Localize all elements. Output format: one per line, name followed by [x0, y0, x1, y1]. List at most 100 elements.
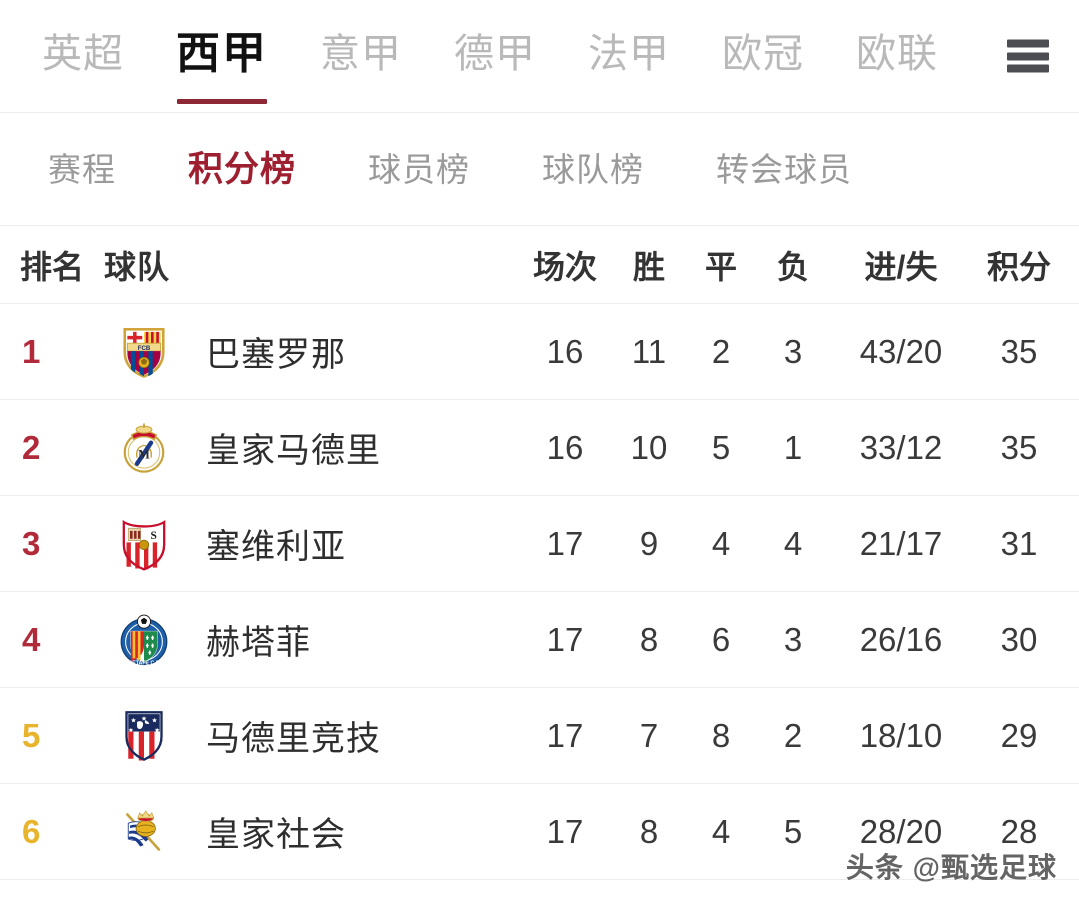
- row-loss: 3: [783, 332, 803, 370]
- row-team[interactable]: M 皇家马德里: [92, 420, 517, 476]
- row-points: 35: [1000, 332, 1038, 370]
- row-team[interactable]: GETAFE C.F. 赫塔菲: [92, 612, 517, 668]
- sub-tab-schedule[interactable]: 赛程: [48, 153, 116, 186]
- row-team[interactable]: S 塞维利亚: [92, 516, 517, 572]
- league-tab-1[interactable]: 西甲: [176, 29, 268, 104]
- table-row[interactable]: 2 M 皇家马德里 16 10 5 1 33/12 35: [0, 400, 1079, 496]
- row-played: 17: [546, 620, 584, 658]
- row-goals: 43/20: [859, 332, 943, 370]
- row-goals: 33/12: [859, 428, 943, 466]
- svg-text:GETAFE C.F.: GETAFE C.F.: [128, 660, 160, 666]
- table-row[interactable]: 1 FCB: [0, 304, 1079, 400]
- row-loss: 4: [783, 524, 803, 562]
- league-tab-6[interactable]: 欧联: [856, 34, 938, 78]
- sub-tab-player-rankings[interactable]: 球员榜: [368, 153, 470, 186]
- row-points: 29: [1000, 716, 1038, 754]
- row-rank: 2: [22, 428, 41, 466]
- team-name: 皇家马德里: [206, 432, 381, 470]
- league-tab-4[interactable]: 法甲: [588, 34, 670, 78]
- svg-text:M: M: [138, 447, 150, 461]
- table-row[interactable]: 4: [0, 592, 1079, 688]
- row-rank: 1: [22, 332, 41, 370]
- header-loss: 负: [776, 248, 809, 285]
- league-tab-0[interactable]: 英超: [42, 34, 124, 78]
- row-goals: 26/16: [859, 620, 943, 658]
- header-team-label: 球队: [104, 248, 171, 285]
- getafe-crest: GETAFE C.F.: [120, 614, 168, 666]
- header-goals: 进/失: [864, 248, 938, 285]
- team-name: 塞维利亚: [206, 528, 346, 566]
- row-rank: 5: [22, 716, 41, 754]
- league-tab-label: 欧联: [856, 32, 938, 76]
- league-tab-5[interactable]: 欧冠: [722, 34, 804, 78]
- row-played: 16: [546, 428, 584, 466]
- real-madrid-crest: M: [123, 423, 165, 473]
- league-tab-3[interactable]: 德甲: [454, 34, 536, 78]
- table-row[interactable]: 3 S: [0, 496, 1079, 592]
- header-played: 场次: [532, 248, 597, 285]
- row-loss: 1: [783, 428, 803, 466]
- sub-tab-standings[interactable]: 积分榜: [188, 152, 296, 187]
- row-win: 7: [639, 716, 659, 754]
- sub-tab-label: 球员榜: [368, 150, 471, 188]
- hamburger-bar: [1007, 64, 1049, 73]
- header-win: 胜: [632, 248, 665, 285]
- row-points: 35: [1000, 428, 1038, 466]
- row-draw: 4: [711, 524, 731, 562]
- svg-text:S: S: [150, 529, 156, 541]
- hamburger-menu-icon[interactable]: [1007, 39, 1049, 73]
- row-team[interactable]: 马德里竞技: [92, 708, 517, 764]
- team-name: 皇家社会: [206, 816, 346, 854]
- sub-tab-team-rankings[interactable]: 球队榜: [542, 153, 644, 186]
- row-draw: 6: [711, 620, 731, 658]
- league-tab-label: 英超: [42, 32, 124, 76]
- row-team[interactable]: 皇家社会: [92, 804, 517, 860]
- sub-nav: 赛程 积分榜 球员榜 球队榜 转会球员: [0, 113, 1079, 226]
- row-rank: 4: [22, 620, 41, 658]
- league-tab-2[interactable]: 意甲: [320, 34, 402, 78]
- row-goals: 28/20: [859, 812, 943, 850]
- row-loss: 3: [783, 620, 803, 658]
- sub-tab-label: 转会球员: [716, 150, 853, 188]
- row-played: 17: [546, 524, 584, 562]
- league-tab-label: 德甲: [454, 32, 536, 76]
- league-tab-label: 西甲: [176, 29, 268, 78]
- table-row[interactable]: 5: [0, 688, 1079, 784]
- header-points: 积分: [986, 248, 1051, 285]
- team-name: 马德里竞技: [206, 720, 381, 758]
- sub-tab-label: 球队榜: [542, 150, 645, 188]
- sub-tab-transfers[interactable]: 转会球员: [716, 153, 852, 186]
- row-draw: 2: [711, 332, 731, 370]
- row-win: 8: [639, 620, 659, 658]
- row-draw: 4: [711, 812, 731, 850]
- row-team[interactable]: FCB 巴塞罗那: [92, 324, 517, 380]
- row-played: 16: [546, 332, 584, 370]
- header-rank: 排名: [20, 248, 85, 285]
- hamburger-bar: [1007, 52, 1049, 60]
- standings-table: 排名 球队 场次 胜 平 负 进/失 积分 1: [0, 226, 1079, 880]
- row-draw: 5: [711, 428, 731, 466]
- hamburger-bar: [1007, 39, 1049, 48]
- row-goals: 18/10: [859, 716, 943, 754]
- header-team: 球队: [92, 242, 517, 288]
- team-name: 赫塔菲: [206, 624, 311, 662]
- row-win: 8: [639, 812, 659, 850]
- league-tab-label: 意甲: [320, 32, 402, 76]
- table-row[interactable]: 6 皇家社会 17: [0, 784, 1079, 880]
- row-loss: 5: [783, 812, 803, 850]
- sub-tab-label: 赛程: [48, 150, 116, 188]
- row-rank: 3: [22, 524, 41, 562]
- atletico-madrid-crest: [125, 710, 163, 761]
- league-tab-label: 欧冠: [722, 32, 804, 76]
- row-goals: 21/17: [859, 524, 943, 562]
- table-header-row: 排名 球队 场次 胜 平 负 进/失 积分: [0, 226, 1079, 304]
- team-name: 巴塞罗那: [206, 336, 346, 374]
- row-played: 17: [546, 716, 584, 754]
- row-rank: 6: [22, 812, 41, 850]
- row-points: 30: [1000, 620, 1038, 658]
- league-nav: 英超 西甲 意甲 德甲 法甲 欧冠 欧联: [0, 0, 1079, 113]
- row-played: 17: [546, 812, 584, 850]
- header-draw: 平: [704, 248, 737, 285]
- row-win: 11: [631, 332, 667, 370]
